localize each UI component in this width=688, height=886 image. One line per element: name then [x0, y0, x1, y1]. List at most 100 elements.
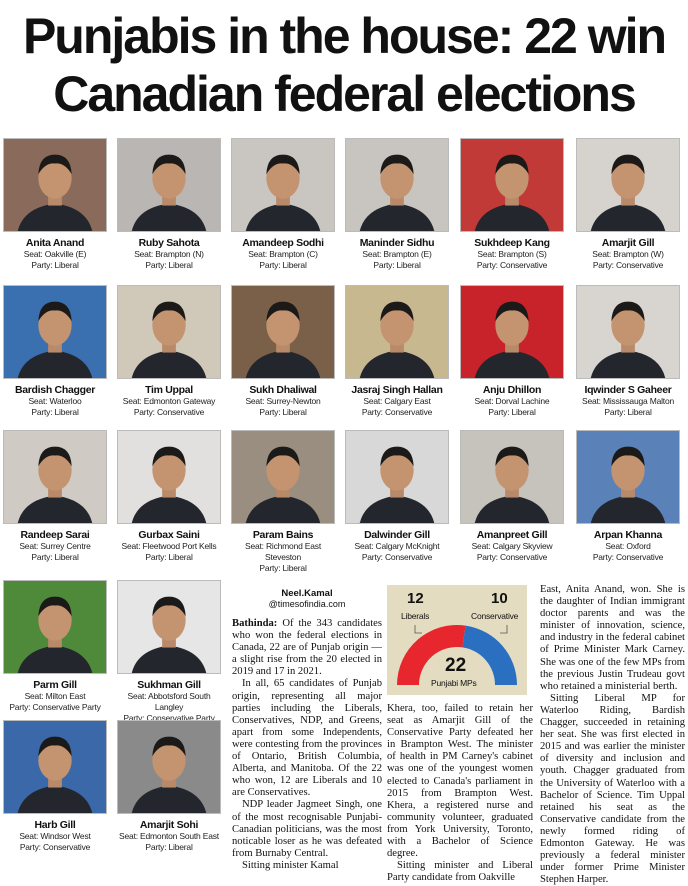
liberals-arc: [397, 625, 466, 685]
mp-party: Party: Conservative Party: [9, 702, 101, 712]
mp-party: Party: Conservative: [361, 552, 433, 562]
mp-photo: [460, 430, 564, 524]
total-count: 22: [445, 655, 467, 676]
mp-party: Party: Conservative: [476, 552, 548, 562]
mp-seat: Seat: Abbotsford South Langley: [127, 691, 211, 712]
mp-seat: Seat: Surrey-Newton: [245, 396, 321, 406]
mp-seat: Seat: Milton East: [24, 691, 86, 701]
mp-party: Party: Liberal: [145, 842, 193, 852]
mp-party: Party: Liberal: [145, 552, 193, 562]
mp-card: Maninder Sidhu Seat: Brampton (E) Party: L…: [345, 138, 449, 271]
mp-party: Party: Liberal: [259, 563, 307, 573]
paragraph-text: Of the 343 candidates who won the federa…: [232, 618, 382, 678]
mp-card: Gurbax Saini Seat: Fleetwood Port Kells Pa…: [117, 430, 221, 563]
liberals-count: 12: [407, 590, 424, 607]
byline: Neel.Kamal @timesofindia.com: [232, 588, 382, 610]
mp-photo: [345, 138, 449, 232]
mp-card: Randeep Sarai Seat: Surrey Centre Party: L…: [3, 430, 107, 563]
article-paragraph: East, Anita Anand, won. She is the daugh…: [540, 584, 685, 692]
mp-party: Party: Conservative: [133, 407, 205, 417]
conservative-leader-line: [500, 625, 508, 634]
liberals-label: Liberals: [401, 611, 430, 621]
mp-card: Anita Anand Seat: Oakville (E) Party: Libe…: [3, 138, 107, 271]
mp-name: Sukh Dhaliwal: [249, 384, 317, 396]
mp-card: Amarjit Gill Seat: Brampton (W) Party: Con…: [576, 138, 680, 271]
article-paragraph: Khera, too, failed to retain her seat as…: [387, 703, 533, 860]
semi-donut: [397, 625, 517, 685]
headline-line-1: Punjabis in the house: 22 win: [22, 8, 667, 64]
mp-party: Party: Conservative: [592, 552, 664, 562]
mp-photo: [117, 138, 221, 232]
liberals-leader-line: [414, 625, 422, 634]
mp-name: Gurbax Saini: [138, 529, 200, 541]
mp-seat: Seat: Brampton (C): [248, 249, 318, 259]
mp-photo: [576, 285, 680, 379]
mp-photo: [117, 580, 221, 674]
mp-party: Party: Conservative: [19, 842, 91, 852]
byline-author: Neel.Kamal: [281, 588, 333, 599]
mp-seat: Seat: Oakville (E): [23, 249, 87, 259]
mp-photo: [3, 580, 107, 674]
mp-seat: Seat: Surrey Centre: [19, 541, 91, 551]
mp-name: Amarjit Gill: [601, 237, 655, 249]
mp-card: Sukhdeep Kang Seat: Brampton (S) Party: Co…: [460, 138, 564, 271]
article-paragraph: Sitting minister Kamal: [242, 859, 339, 871]
mp-seat: Seat: Waterloo: [28, 396, 82, 406]
mp-party: Party: Conservative Party: [123, 713, 215, 723]
mp-name: Iqwinder S Gaheer: [584, 384, 672, 396]
article-column-1: Bathinda: Of the 343 candidates who won …: [232, 618, 382, 872]
mp-card: Param Bains Seat: Richmond East Steveston…: [231, 430, 335, 574]
mp-card: Sukh Dhaliwal Seat: Surrey-Newton Party: L…: [231, 285, 335, 418]
mp-name: Amanpreet Gill: [476, 529, 548, 541]
mp-photo: [345, 430, 449, 524]
mp-party: Party: Liberal: [31, 260, 79, 270]
mp-name: Harb Gill: [34, 819, 76, 831]
mp-photo: [3, 138, 107, 232]
mp-card: Harb Gill Seat: Windsor West Party: Conser…: [3, 720, 107, 853]
mp-name: Ruby Sahota: [138, 237, 200, 249]
mp-name: Param Bains: [252, 529, 314, 541]
mp-card: Bardish Chagger Seat: Waterloo Party: Libe…: [3, 285, 107, 418]
mp-photo: [231, 138, 335, 232]
mp-card: Sukhman Gill Seat: Abbotsford South Langl…: [117, 580, 221, 724]
mp-photo: [231, 285, 335, 379]
mp-party: Party: Liberal: [488, 407, 536, 417]
mp-photo: [117, 720, 221, 814]
mp-party: Party: Conservative: [361, 407, 433, 417]
mp-card: Arpan Khanna Seat: Oxford Party: Conservat…: [576, 430, 680, 563]
mp-party: Party: Conservative: [476, 260, 548, 270]
article-paragraph: Bathinda: Of the 343 candidates who won …: [232, 618, 382, 678]
mp-seat: Seat: Calgary Skyview: [471, 541, 553, 551]
mp-name: Sukhdeep Kang: [474, 237, 550, 249]
article-column-3: East, Anita Anand, won. She is the daugh…: [540, 584, 685, 886]
mp-card: Jasraj Singh Hallan Seat: Calgary East Par…: [345, 285, 449, 418]
mp-name: Anju Dhillon: [482, 384, 542, 396]
conservative-count: 10: [491, 590, 508, 607]
mp-photo: [117, 430, 221, 524]
mp-card: Parm Gill Seat: Milton East Party: Conserv…: [3, 580, 107, 713]
mp-name: Anita Anand: [25, 237, 85, 249]
mp-party: Party: Liberal: [259, 260, 307, 270]
headline-line-2: Canadian federal elections: [53, 66, 637, 122]
mp-seat: Seat: Brampton (W): [592, 249, 664, 259]
mp-name: Maninder Sidhu: [359, 237, 435, 249]
conservative-arc: [462, 625, 517, 685]
mp-photo: [3, 720, 107, 814]
mp-name: Jasraj Singh Hallan: [351, 384, 443, 396]
mp-seat: Seat: Edmonton South East: [119, 831, 219, 841]
mp-party: Party: Liberal: [31, 552, 79, 562]
mp-party: Party: Liberal: [373, 260, 421, 270]
mp-seat: Seat: Dorval Lachine: [474, 396, 550, 406]
article-paragraph: NDP leader Jagmeet Singh, one of the mos…: [232, 799, 382, 859]
mp-party: Party: Liberal: [259, 407, 307, 417]
mp-photo: [3, 430, 107, 524]
mp-name: Amarjit Sohi: [139, 819, 199, 831]
mp-seat: Seat: Calgary East: [363, 396, 431, 406]
mp-photo: [460, 138, 564, 232]
mp-photo: [3, 285, 107, 379]
mp-name: Parm Gill: [33, 679, 77, 691]
mp-seat: Seat: Mississauga Malton: [581, 396, 675, 406]
mp-card: Ruby Sahota Seat: Brampton (N) Party: Libe…: [117, 138, 221, 271]
mp-card: Tim Uppal Seat: Edmonton Gateway Party: Co…: [117, 285, 221, 418]
mp-name: Bardish Chagger: [14, 384, 96, 396]
